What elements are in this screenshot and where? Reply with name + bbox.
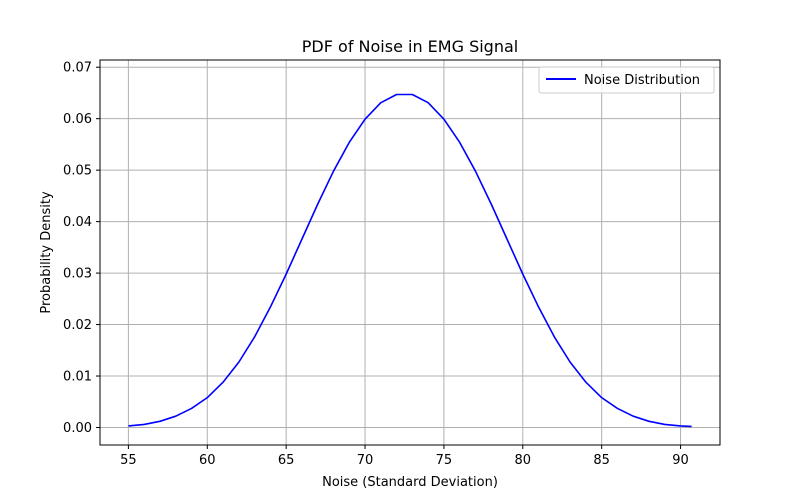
x-axis-title: Noise (Standard Deviation) bbox=[322, 475, 498, 490]
x-tick-label: 75 bbox=[436, 453, 453, 468]
data-point bbox=[364, 118, 366, 120]
data-point bbox=[617, 408, 619, 410]
data-point bbox=[632, 415, 634, 417]
data-point bbox=[254, 336, 256, 338]
data-point bbox=[664, 424, 666, 426]
y-tick-label: 0.02 bbox=[63, 318, 92, 333]
data-point bbox=[380, 102, 382, 104]
data-point bbox=[601, 397, 603, 399]
data-point bbox=[585, 381, 587, 383]
plot-frame bbox=[99, 59, 721, 446]
y-tick-label: 0.06 bbox=[63, 112, 92, 127]
y-tick-label: 0.03 bbox=[63, 267, 92, 282]
x-tick-label: 55 bbox=[120, 453, 137, 468]
y-tick-label: 0.04 bbox=[63, 215, 92, 230]
data-point bbox=[238, 361, 240, 363]
data-point bbox=[569, 361, 571, 363]
data-point bbox=[490, 203, 492, 205]
data-point bbox=[143, 424, 145, 426]
data-point bbox=[648, 421, 650, 423]
data-point bbox=[691, 426, 693, 428]
data-point bbox=[159, 421, 161, 423]
y-axis-title: Probability Density bbox=[39, 191, 54, 314]
legend: Noise Distribution bbox=[538, 66, 715, 94]
data-point bbox=[680, 425, 682, 427]
data-point bbox=[333, 170, 335, 172]
data-point bbox=[443, 118, 445, 120]
data-point bbox=[175, 415, 177, 417]
data-point bbox=[506, 238, 508, 240]
x-tick-label: 85 bbox=[593, 453, 610, 468]
data-point bbox=[301, 238, 303, 240]
x-tick-label: 90 bbox=[672, 453, 689, 468]
data-point bbox=[206, 397, 208, 399]
series-line-noise-distribution bbox=[128, 93, 692, 428]
y-tick-label: 0.01 bbox=[63, 370, 92, 385]
y-tick-label: 0.00 bbox=[63, 421, 92, 436]
data-point bbox=[191, 408, 193, 410]
x-tick-label: 70 bbox=[357, 453, 374, 468]
x-tick-label: 80 bbox=[515, 453, 532, 468]
data-point bbox=[348, 142, 350, 144]
data-point bbox=[475, 170, 477, 172]
series-layer bbox=[128, 93, 693, 428]
data-point bbox=[270, 306, 272, 308]
y-tick-label: 0.07 bbox=[63, 61, 92, 76]
legend-label: Noise Distribution bbox=[584, 73, 700, 88]
grid bbox=[100, 60, 720, 445]
data-point bbox=[427, 102, 429, 104]
x-tick-label: 65 bbox=[278, 453, 295, 468]
x-tick-label: 60 bbox=[199, 453, 216, 468]
data-point bbox=[317, 203, 319, 205]
data-point bbox=[222, 381, 224, 383]
data-point bbox=[412, 94, 414, 96]
data-point bbox=[538, 306, 540, 308]
y-axis-ticks: 0.00 0.01 0.02 0.03 0.04 0.05 0.06 0.07 bbox=[63, 61, 100, 436]
chart-title: PDF of Noise in EMG Signal bbox=[302, 37, 518, 56]
data-point bbox=[522, 273, 524, 275]
x-axis-ticks: 55 60 65 70 75 80 85 90 bbox=[120, 445, 689, 468]
data-point bbox=[285, 273, 287, 275]
data-point bbox=[554, 336, 556, 338]
data-point bbox=[396, 94, 398, 96]
y-tick-label: 0.05 bbox=[63, 164, 92, 179]
data-point bbox=[459, 142, 461, 144]
legend-box bbox=[538, 66, 715, 94]
data-point bbox=[128, 425, 130, 427]
